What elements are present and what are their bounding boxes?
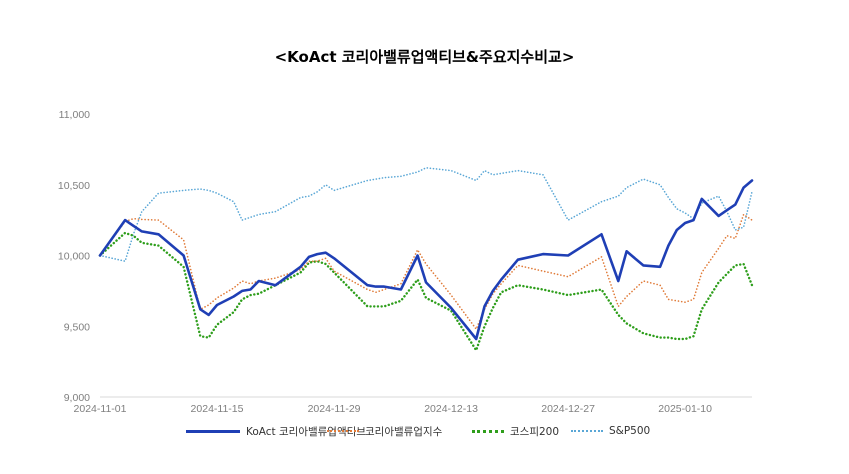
series-line-1 <box>99 213 753 330</box>
legend-swatch <box>186 429 240 433</box>
y-tick-label: 10,000 <box>58 251 90 263</box>
series-line-0 <box>98 179 754 341</box>
x-tick-label: 2024-11-01 <box>74 403 127 415</box>
legend-item-1: 코리아밸류업지수 <box>327 423 442 439</box>
y-tick-label: 9,500 <box>64 321 90 333</box>
legend-label: 코스피200 <box>510 425 560 438</box>
legend-item-0: KoAct 코리아밸류업액티브 <box>186 423 366 439</box>
y-tick-label: 9,000 <box>64 392 90 404</box>
x-tick-label: 2024-12-13 <box>424 403 478 415</box>
legend-label: S&P500 <box>609 425 651 437</box>
legend: KoAct 코리아밸류업액티브 코리아밸류업지수 코스피200 S&P500 <box>0 423 849 439</box>
legend-item-2: 코스피200 <box>472 423 559 439</box>
legend-swatch <box>472 429 504 433</box>
legend-item-3: S&P500 <box>571 423 650 439</box>
legend-swatch <box>327 430 359 432</box>
x-tick-label: 2024-11-15 <box>191 403 244 415</box>
series-lines <box>98 167 754 352</box>
x-tick-label: 2025-01-10 <box>658 403 712 415</box>
y-tick-label: 11,000 <box>59 109 90 121</box>
legend-label: KoAct 코리아밸류업액티브 <box>246 425 366 438</box>
legend-label: 코리아밸류업지수 <box>365 425 443 438</box>
tick-labels: 9,000 9,500 10,000 10,500 11,000 2024-11-01 20… <box>58 109 712 415</box>
chart-title: <KoAct 코리아밸류업액티브&주요지수비교> <box>274 48 575 66</box>
x-tick-label: 2024-11-29 <box>308 403 361 415</box>
y-tick-label: 10,500 <box>58 180 90 192</box>
series-line-2 <box>98 231 754 352</box>
x-tick-label: 2024-12-27 <box>541 403 595 415</box>
series-line-3 <box>99 167 753 263</box>
legend-swatch <box>571 430 603 432</box>
